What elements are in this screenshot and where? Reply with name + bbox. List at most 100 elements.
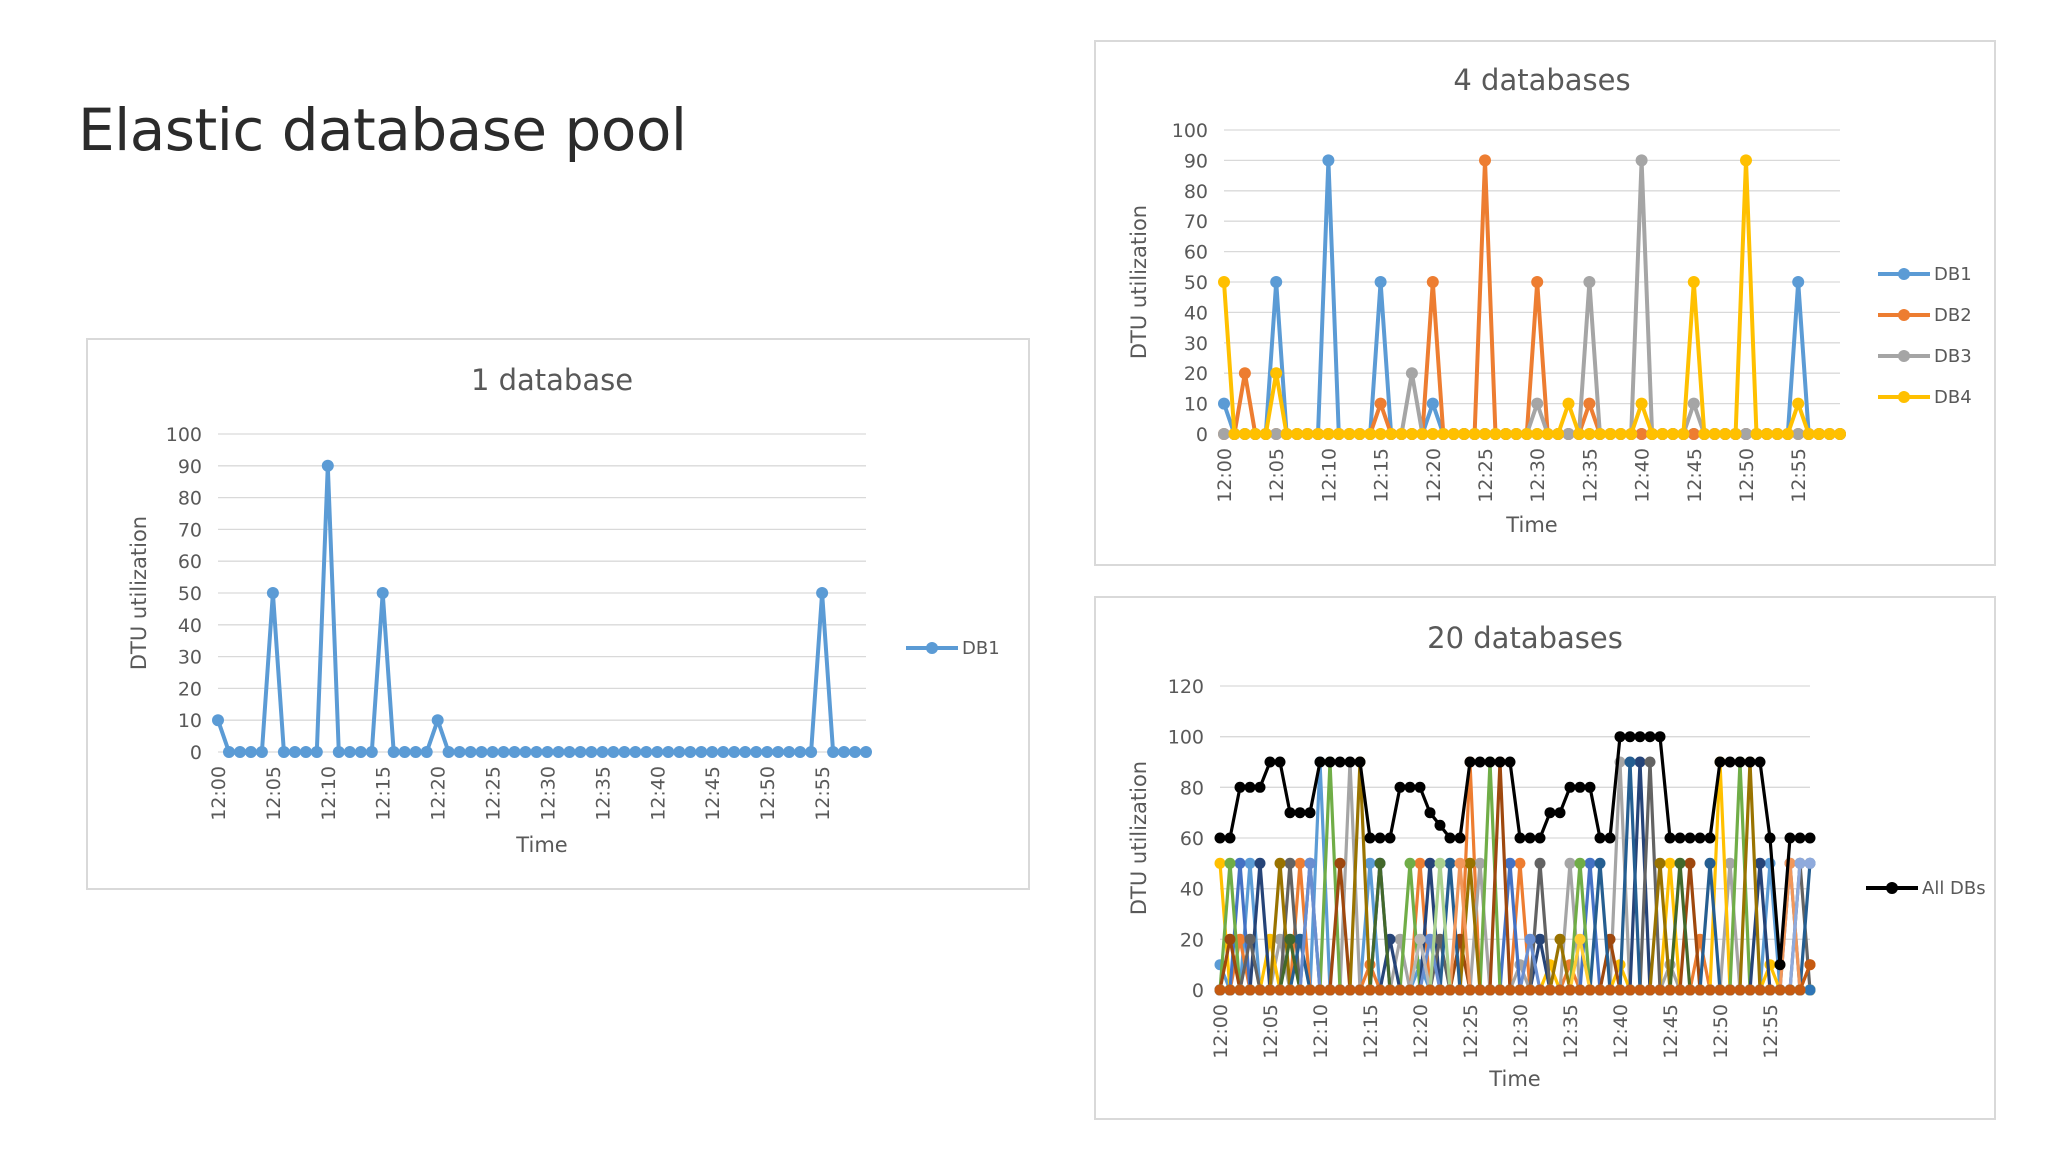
y-tick-label: 60	[1184, 242, 1208, 264]
data-point	[1774, 984, 1786, 996]
data-point	[1534, 857, 1546, 869]
data-point	[1674, 832, 1686, 844]
data-point	[1823, 428, 1836, 440]
data-point	[1664, 832, 1676, 844]
x-tick-label: 12:20	[428, 766, 450, 821]
y-tick-label: 70	[1184, 211, 1208, 233]
data-point	[1426, 428, 1439, 440]
data-point	[1724, 984, 1736, 996]
data-point	[431, 714, 444, 727]
data-point	[1584, 781, 1596, 793]
data-point	[223, 746, 235, 758]
data-point	[1754, 756, 1766, 768]
y-axis-label: DTU utilization	[1127, 205, 1151, 359]
data-point	[310, 746, 323, 758]
data-point	[1274, 984, 1286, 996]
data-point	[387, 746, 400, 758]
data-point	[1454, 857, 1466, 869]
data-point	[761, 746, 774, 758]
data-point	[1634, 731, 1646, 743]
data-point	[1554, 807, 1566, 819]
x-tick-label: 12:50	[1710, 1004, 1732, 1059]
data-point	[1719, 428, 1732, 440]
data-point	[1474, 984, 1486, 996]
chart-20-databases: 20 databases 0 20 40 60 80 100 120 12:00 12:05 12:…	[1127, 621, 1986, 1091]
data-point	[1354, 984, 1366, 996]
data-point	[1792, 397, 1805, 410]
data-point	[1524, 832, 1536, 844]
data-point	[1244, 984, 1256, 996]
data-point	[1458, 428, 1471, 440]
data-point	[1573, 428, 1585, 440]
data-point	[1270, 367, 1283, 380]
data-point	[1224, 933, 1236, 945]
data-point	[1314, 984, 1326, 996]
data-point	[1414, 984, 1426, 996]
data-point	[1760, 428, 1773, 440]
data-point	[354, 746, 367, 758]
data-point	[1583, 276, 1596, 288]
data-point	[1635, 428, 1648, 440]
legend-entry: DB4	[1878, 387, 1972, 408]
y-tick-label: 50	[1184, 272, 1208, 294]
data-point	[1764, 832, 1776, 844]
data-point	[1708, 428, 1721, 440]
data-point	[1274, 857, 1286, 869]
data-point	[1804, 959, 1816, 971]
data-point	[1614, 428, 1627, 440]
data-point	[1395, 428, 1408, 440]
data-point	[1687, 428, 1700, 440]
data-point	[750, 746, 763, 758]
data-point	[1656, 428, 1669, 440]
data-point	[1270, 276, 1283, 288]
data-point	[1740, 154, 1752, 167]
series-line	[1220, 735, 1810, 967]
data-point	[1687, 276, 1700, 288]
data-point	[1750, 428, 1763, 440]
data-point	[1364, 832, 1376, 844]
data-point	[277, 746, 290, 758]
data-point	[1334, 756, 1346, 768]
data-point	[1294, 807, 1306, 819]
x-tick-label: 12:00	[1210, 1004, 1232, 1059]
data-point	[1254, 984, 1266, 996]
data-point	[717, 746, 730, 758]
data-point	[1724, 857, 1736, 869]
x-tick-label: 12:40	[1632, 448, 1654, 503]
data-point	[1405, 428, 1418, 440]
data-point	[1604, 984, 1616, 996]
data-point	[684, 746, 697, 758]
data-point	[1646, 428, 1659, 440]
data-point	[1284, 857, 1296, 869]
data-point	[838, 746, 850, 758]
data-point	[1714, 984, 1726, 996]
y-tick-label: 90	[1184, 150, 1208, 172]
data-point	[1694, 984, 1706, 996]
data-point	[1514, 984, 1526, 996]
x-axis-label: Time	[515, 833, 567, 857]
data-point	[1520, 428, 1533, 440]
y-tick-label: 0	[1192, 980, 1204, 1002]
data-point	[1594, 832, 1606, 844]
x-tick-label: 12:55	[1760, 1004, 1782, 1059]
data-point	[1314, 756, 1326, 768]
data-point	[1364, 428, 1377, 440]
data-point	[1468, 428, 1481, 440]
y-tick-label: 30	[178, 647, 202, 669]
data-point	[1734, 756, 1746, 768]
data-point	[1644, 984, 1656, 996]
data-point	[1374, 276, 1387, 288]
data-point	[1494, 984, 1506, 996]
chart-panel-4-databases: 4 databases 0 10 20 30 40 50 60 70 80 90 100 12:00 12…	[1094, 40, 1996, 566]
data-point	[1664, 857, 1676, 869]
data-point	[1294, 857, 1306, 869]
data-point	[552, 746, 565, 758]
data-point	[1714, 756, 1726, 768]
data-point	[365, 746, 378, 758]
data-point	[1224, 857, 1236, 869]
data-point	[1304, 984, 1316, 996]
data-point	[1514, 832, 1526, 844]
data-point	[1304, 807, 1316, 819]
x-tick-label: 12:05	[1266, 448, 1288, 503]
x-tick-label: 12:20	[1410, 1004, 1432, 1059]
